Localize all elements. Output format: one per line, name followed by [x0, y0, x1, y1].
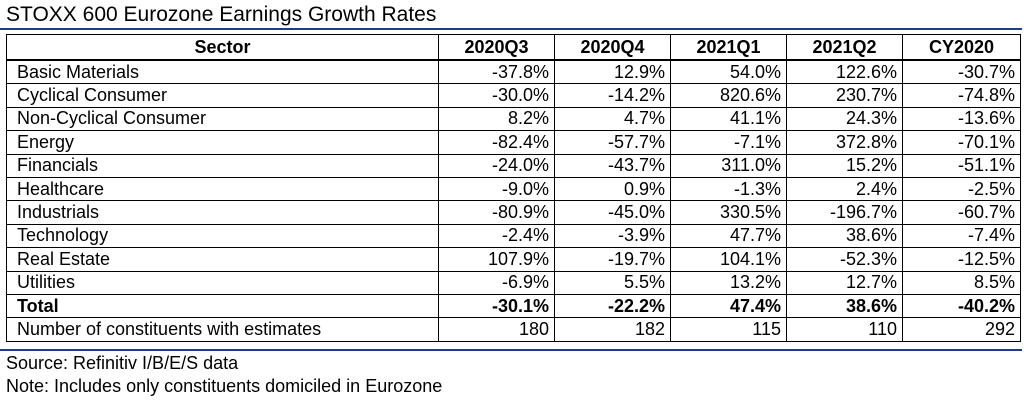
sector-cell: Industrials [6, 200, 439, 225]
value-cell: 820.6% [670, 83, 787, 108]
value-cell: -70.1% [902, 130, 1021, 155]
value-cell: 8.2% [438, 106, 555, 132]
chart-title: STOXX 600 Eurozone Earnings Growth Rates [6, 3, 437, 26]
value-cell: 4.7% [554, 106, 671, 132]
value-cell: 24.3% [786, 106, 903, 132]
sector-cell: Total [6, 293, 439, 319]
sector-cell: Non-Cyclical Consumer [6, 106, 439, 132]
value-cell: -45.0% [554, 200, 671, 225]
column-header: Sector [6, 34, 439, 61]
value-cell: 47.7% [670, 223, 787, 249]
value-cell: -7.1% [670, 130, 787, 155]
table-row: Healthcare -9.0% 0.9% -1.3% 2.4% -2.5% [6, 176, 1021, 202]
value-cell: 182 [554, 317, 671, 342]
value-cell: -40.2% [902, 293, 1021, 319]
top-rule [0, 28, 1022, 30]
value-cell: -1.3% [670, 176, 787, 202]
column-header: 2020Q3 [438, 34, 555, 61]
value-cell: -13.6% [902, 106, 1021, 132]
sector-cell: Basic Materials [6, 59, 439, 85]
value-cell: -30.1% [438, 293, 555, 319]
value-cell: -2.5% [902, 176, 1021, 202]
bottom-rule [0, 349, 1022, 351]
value-cell: -60.7% [902, 200, 1021, 225]
value-cell: 180 [438, 317, 555, 342]
value-cell: 41.1% [670, 106, 787, 132]
value-cell: -30.0% [438, 83, 555, 108]
value-cell: 13.2% [670, 270, 787, 295]
value-cell: 15.2% [786, 153, 903, 178]
value-cell: 5.5% [554, 270, 671, 295]
sector-cell: Cyclical Consumer [6, 83, 439, 108]
value-cell: -52.3% [786, 247, 903, 272]
value-cell: -7.4% [902, 223, 1021, 249]
sector-cell: Healthcare [6, 176, 439, 202]
value-cell: 110 [786, 317, 903, 342]
value-cell: -37.8% [438, 59, 555, 85]
header-row: Sector 2020Q3 2020Q4 2021Q1 2021Q2 CY2020 [6, 34, 1021, 61]
column-header: 2020Q4 [554, 34, 671, 61]
value-cell: -3.9% [554, 223, 671, 249]
value-cell: 8.5% [902, 270, 1021, 295]
value-cell: -196.7% [786, 200, 903, 225]
sector-cell: Utilities [6, 270, 439, 295]
value-cell: -2.4% [438, 223, 555, 249]
table-row: Financials -24.0% -43.7% 311.0% 15.2% -51.1% [6, 153, 1021, 178]
value-cell: 230.7% [786, 83, 903, 108]
column-header: 2021Q2 [786, 34, 903, 61]
table-row: Industrials -80.9% -45.0% 330.5% -196.7% -60.… [6, 200, 1021, 225]
value-cell: -74.8% [902, 83, 1021, 108]
value-cell: 12.7% [786, 270, 903, 295]
column-header: 2021Q1 [670, 34, 787, 61]
table-row: Technology -2.4% -3.9% 47.7% 38.6% -7.4% [6, 223, 1021, 249]
value-cell: 38.6% [786, 293, 903, 319]
value-cell: 330.5% [670, 200, 787, 225]
table-row: Utilities -6.9% 5.5% 13.2% 12.7% 8.5% [6, 270, 1021, 295]
value-cell: -57.7% [554, 130, 671, 155]
footnote: Note: Includes only constituents domicil… [6, 376, 443, 396]
value-cell: -43.7% [554, 153, 671, 178]
value-cell: -22.2% [554, 293, 671, 319]
table-row: Basic Materials -37.8% 12.9% 54.0% 122.6% -30… [6, 59, 1021, 85]
earnings-table: Sector 2020Q3 2020Q4 2021Q1 2021Q2 CY2020 Bas… [6, 34, 1021, 342]
column-header: CY2020 [902, 34, 1021, 61]
sector-cell: Energy [6, 130, 439, 155]
value-cell: -51.1% [902, 153, 1021, 178]
table-row: Energy -82.4% -57.7% -7.1% 372.8% -70.1% [6, 130, 1021, 155]
sector-cell: Real Estate [6, 247, 439, 272]
table-container: Sector 2020Q3 2020Q4 2021Q1 2021Q2 CY2020 Bas… [6, 34, 1021, 342]
value-cell: 122.6% [786, 59, 903, 85]
value-cell: 372.8% [786, 130, 903, 155]
value-cell: -12.5% [902, 247, 1021, 272]
value-cell: 104.1% [670, 247, 787, 272]
sector-cell: Technology [6, 223, 439, 249]
value-cell: 311.0% [670, 153, 787, 178]
table-row: Real Estate 107.9% -19.7% 104.1% -52.3% -12.5… [6, 247, 1021, 272]
table-body: Basic Materials -37.8% 12.9% 54.0% 122.6% -30… [6, 59, 1021, 342]
value-cell: 47.4% [670, 293, 787, 319]
value-cell: -30.7% [902, 59, 1021, 85]
sector-cell: Financials [6, 153, 439, 178]
value-cell: -9.0% [438, 176, 555, 202]
table-row: Non-Cyclical Consumer 8.2% 4.7% 41.1% 24.3% -… [6, 106, 1021, 132]
value-cell: -24.0% [438, 153, 555, 178]
value-cell: -6.9% [438, 270, 555, 295]
value-cell: -19.7% [554, 247, 671, 272]
value-cell: 12.9% [554, 59, 671, 85]
sector-cell: Number of constituents with estimates [6, 317, 439, 342]
value-cell: -80.9% [438, 200, 555, 225]
value-cell: 54.0% [670, 59, 787, 85]
value-cell: -82.4% [438, 130, 555, 155]
total-row: Total -30.1% -22.2% 47.4% 38.6% -40.2% [6, 293, 1021, 319]
table-row: Cyclical Consumer -30.0% -14.2% 820.6% 230.7… [6, 83, 1021, 108]
value-cell: 0.9% [554, 176, 671, 202]
value-cell: 2.4% [786, 176, 903, 202]
table-row: Number of constituents with estimates 180… [6, 317, 1021, 342]
value-cell: -14.2% [554, 83, 671, 108]
value-cell: 107.9% [438, 247, 555, 272]
source-note: Source: Refinitiv I/B/E/S data [6, 353, 239, 373]
value-cell: 38.6% [786, 223, 903, 249]
value-cell: 292 [902, 317, 1021, 342]
value-cell: 115 [670, 317, 787, 342]
